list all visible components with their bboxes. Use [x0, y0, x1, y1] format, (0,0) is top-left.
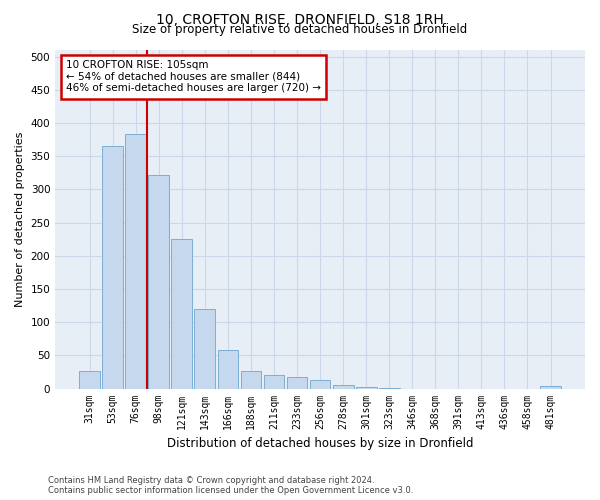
Bar	[194, 309, 215, 388]
X-axis label: Distribution of detached houses by size in Dronfield: Distribution of detached houses by size …	[167, 437, 473, 450]
Text: 10 CROFTON RISE: 105sqm
← 54% of detached houses are smaller (844)
46% of semi-d: 10 CROFTON RISE: 105sqm ← 54% of detache…	[66, 60, 321, 94]
Bar	[148, 175, 169, 388]
Bar	[102, 146, 123, 388]
Bar	[218, 350, 238, 389]
Bar	[172, 238, 192, 388]
Bar	[310, 380, 331, 388]
Bar	[79, 370, 100, 388]
Text: 10, CROFTON RISE, DRONFIELD, S18 1RH: 10, CROFTON RISE, DRONFIELD, S18 1RH	[156, 12, 444, 26]
Bar	[356, 386, 377, 388]
Bar	[540, 386, 561, 388]
Bar	[263, 376, 284, 388]
Y-axis label: Number of detached properties: Number of detached properties	[15, 132, 25, 307]
Bar	[287, 378, 307, 388]
Text: Size of property relative to detached houses in Dronfield: Size of property relative to detached ho…	[133, 22, 467, 36]
Bar	[241, 370, 262, 388]
Bar	[333, 384, 353, 388]
Text: Contains HM Land Registry data © Crown copyright and database right 2024.
Contai: Contains HM Land Registry data © Crown c…	[48, 476, 413, 495]
Bar	[125, 134, 146, 388]
